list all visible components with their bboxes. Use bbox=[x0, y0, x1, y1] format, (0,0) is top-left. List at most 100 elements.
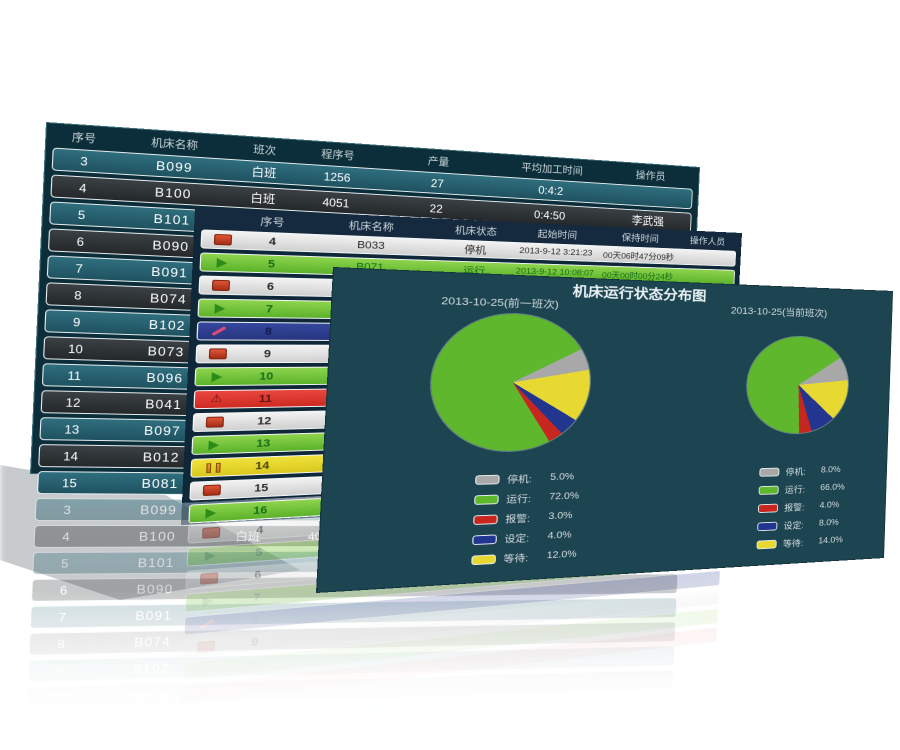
run-icon bbox=[214, 303, 227, 314]
legend-value: 14.0% bbox=[818, 535, 844, 546]
stop-icon bbox=[206, 416, 225, 428]
legend-label: 设定: bbox=[504, 533, 530, 546]
legend-label: 运行: bbox=[505, 494, 532, 506]
cell: B033 bbox=[356, 239, 386, 252]
column-header-seq: 序号 bbox=[260, 215, 285, 229]
reflection-fade bbox=[0, 590, 900, 750]
column-header-machine: 机床名称 bbox=[348, 219, 395, 233]
cell: ⚠ bbox=[195, 393, 238, 406]
setup-icon bbox=[211, 326, 227, 337]
cell: 2013-9-12 3:21:23 bbox=[519, 245, 593, 259]
cell: 7 bbox=[75, 261, 84, 276]
cell bbox=[676, 257, 735, 259]
legend-label: 停机: bbox=[785, 467, 806, 478]
cell bbox=[202, 233, 245, 247]
cell: 6 bbox=[266, 280, 275, 293]
legend-swatch bbox=[759, 467, 780, 477]
cell: 4 bbox=[78, 180, 87, 195]
legend-swatch bbox=[757, 521, 778, 531]
cell bbox=[214, 588, 276, 589]
legend-label: 等待: bbox=[503, 553, 529, 566]
cell: 3 bbox=[80, 153, 89, 169]
cell: B099 bbox=[155, 158, 194, 176]
stop-icon bbox=[214, 234, 233, 246]
cell: 1256 bbox=[323, 169, 351, 185]
column-header-program: 程序号 bbox=[320, 148, 355, 163]
cell bbox=[198, 325, 241, 337]
cell: 13 bbox=[255, 437, 271, 450]
column-header-shift: 班次 bbox=[253, 144, 277, 158]
pie-chart-previous-shift bbox=[427, 311, 593, 453]
legend-swatch bbox=[472, 533, 498, 545]
column-header-operator: 操作人员 bbox=[689, 235, 726, 247]
cell bbox=[590, 584, 676, 585]
status-distribution-panel: 机床运行状态分布图 2013-10-25(前一班次) 2013-10-25(当前… bbox=[315, 267, 894, 593]
stop-icon bbox=[203, 484, 222, 497]
stop-icon bbox=[209, 348, 228, 360]
legend-swatch bbox=[758, 485, 779, 495]
cell: 15 bbox=[253, 481, 269, 495]
cell: 7 bbox=[265, 303, 274, 315]
cell: 9 bbox=[263, 347, 272, 360]
run-icon bbox=[216, 257, 229, 268]
run-icon bbox=[211, 371, 223, 382]
cell: 4 bbox=[255, 523, 264, 537]
cell bbox=[201, 256, 244, 269]
legend-label: 运行: bbox=[784, 485, 806, 496]
cell: 27 bbox=[430, 176, 445, 191]
cell bbox=[675, 276, 734, 278]
cell bbox=[196, 371, 239, 383]
legend-label: 等待: bbox=[782, 539, 804, 550]
cell: 9 bbox=[72, 314, 81, 329]
cell bbox=[661, 578, 720, 583]
cell: 4 bbox=[268, 235, 277, 248]
legend-label: 设定: bbox=[783, 521, 804, 532]
cell bbox=[199, 302, 242, 315]
legend-current-shift: 停机: 8.0% 运行: 66.0% 报警: 4.0% 设定: 8.0% 等待: 14.0% bbox=[756, 461, 845, 554]
cell: 12 bbox=[256, 415, 272, 427]
legend-previous-shift: 停机: 5.0% 运行: 72.0% 报警: 3.0% 设定: 4.0% 等待: 12.0% bbox=[471, 467, 580, 570]
cell: 22 bbox=[429, 201, 444, 216]
cell: 10 bbox=[259, 370, 274, 383]
cell: 4051 bbox=[322, 195, 350, 210]
cell: 14 bbox=[254, 459, 270, 472]
cell bbox=[191, 483, 234, 497]
column-header-hold-time: 保持时间 bbox=[621, 232, 660, 244]
cell: 5 bbox=[267, 258, 276, 271]
legend-swatch bbox=[474, 494, 499, 505]
cell: 11 bbox=[67, 368, 82, 383]
cell bbox=[197, 348, 240, 360]
wait-icon bbox=[206, 462, 221, 472]
cell bbox=[190, 506, 233, 520]
column-header-status: 机床状态 bbox=[454, 224, 498, 238]
cell: 14 bbox=[62, 448, 79, 464]
cell: 16 bbox=[252, 504, 268, 517]
legend-value: 3.0% bbox=[548, 510, 573, 522]
legend-item: 等待: 12.0% bbox=[471, 545, 577, 570]
alarm-icon: ⚠ bbox=[210, 393, 223, 406]
legend-item: 等待: 14.0% bbox=[756, 531, 843, 554]
cell: 白班 bbox=[250, 191, 276, 207]
legend-label: 报警: bbox=[505, 514, 531, 526]
legend-label: 报警: bbox=[784, 503, 805, 514]
legend-swatch bbox=[475, 474, 500, 485]
cell bbox=[200, 279, 243, 292]
cell: 0:4:2 bbox=[538, 183, 564, 198]
column-header-operator: 操作员 bbox=[635, 169, 666, 183]
column-header-seq: 序号 bbox=[71, 131, 97, 146]
legend-value: 4.0% bbox=[547, 530, 572, 542]
legend-value: 5.0% bbox=[549, 471, 575, 483]
cell: 停机 bbox=[463, 244, 487, 256]
cell bbox=[478, 585, 590, 586]
cell bbox=[192, 461, 235, 474]
cell: 白班 bbox=[251, 165, 277, 181]
cell: 15 bbox=[61, 475, 78, 490]
legend-swatch bbox=[756, 539, 777, 549]
legend-swatch bbox=[471, 553, 497, 565]
cell bbox=[193, 438, 236, 451]
cell bbox=[606, 194, 692, 199]
legend-swatch bbox=[757, 503, 779, 513]
column-header-start-time: 起始时间 bbox=[537, 228, 578, 241]
cell: 8 bbox=[264, 325, 273, 338]
pie-chart-current-shift bbox=[745, 335, 850, 434]
